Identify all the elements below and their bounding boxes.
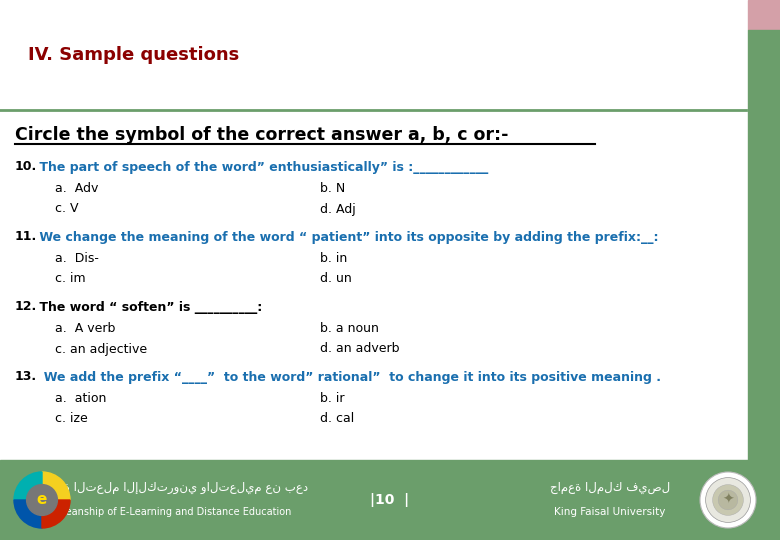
Text: 12.: 12.	[15, 300, 37, 314]
Text: e: e	[37, 492, 47, 508]
Text: d. Adj: d. Adj	[320, 202, 356, 215]
Bar	[748, 30, 780, 460]
Text: عمادة التعلم الإلكتروني والتعليم عن بعد: عمادة التعلم الإلكتروني والتعليم عن بعد	[41, 481, 309, 494]
Text: ✦: ✦	[722, 493, 734, 507]
Text: d. cal: d. cal	[320, 413, 354, 426]
Text: b. N: b. N	[320, 183, 346, 195]
Circle shape	[27, 484, 58, 515]
Text: The word “ soften” is __________:: The word “ soften” is __________:	[35, 300, 262, 314]
Wedge shape	[14, 500, 42, 528]
Text: IV. Sample questions: IV. Sample questions	[28, 46, 239, 64]
Text: c. im: c. im	[55, 273, 86, 286]
Text: a.  ation: a. ation	[55, 393, 106, 406]
Circle shape	[713, 484, 743, 515]
Wedge shape	[14, 472, 42, 500]
Wedge shape	[42, 500, 70, 528]
Text: b. ir: b. ir	[320, 393, 345, 406]
Text: Circle the symbol of the correct answer a, b, c or:-: Circle the symbol of the correct answer …	[15, 126, 509, 144]
Text: a.  A verb: a. A verb	[55, 322, 115, 335]
Bar	[0, 460, 780, 540]
Circle shape	[718, 490, 738, 510]
Bar	[748, 0, 780, 30]
Text: 10.: 10.	[15, 160, 37, 173]
Text: 11.: 11.	[15, 231, 37, 244]
Text: We change the meaning of the word “ patient” into its opposite by adding the pre: We change the meaning of the word “ pati…	[35, 231, 658, 244]
Text: |10  |: |10 |	[370, 493, 410, 507]
Text: b. a noun: b. a noun	[320, 322, 379, 335]
Text: Deanship of E-Learning and Distance Education: Deanship of E-Learning and Distance Educ…	[58, 507, 292, 517]
Text: c. V: c. V	[55, 202, 79, 215]
Text: King Faisal University: King Faisal University	[555, 507, 665, 517]
Text: a.  Dis-: a. Dis-	[55, 253, 99, 266]
Text: c. ize: c. ize	[55, 413, 87, 426]
Text: d. an adverb: d. an adverb	[320, 342, 399, 355]
Wedge shape	[42, 472, 70, 500]
Text: جامعة الملك فيصل: جامعة الملك فيصل	[550, 481, 670, 494]
Text: The part of speech of the word” enthusiastically” is :____________: The part of speech of the word” enthusia…	[35, 160, 488, 173]
Text: 13.: 13.	[15, 370, 37, 383]
Circle shape	[700, 472, 756, 528]
Text: We add the prefix “____”  to the word” rational”  to change it into its positive: We add the prefix “____” to the word” ra…	[35, 370, 661, 383]
Circle shape	[706, 477, 750, 522]
Text: b. in: b. in	[320, 253, 347, 266]
Text: a.  Adv: a. Adv	[55, 183, 98, 195]
Text: d. un: d. un	[320, 273, 352, 286]
Text: c. an adjective: c. an adjective	[55, 342, 147, 355]
